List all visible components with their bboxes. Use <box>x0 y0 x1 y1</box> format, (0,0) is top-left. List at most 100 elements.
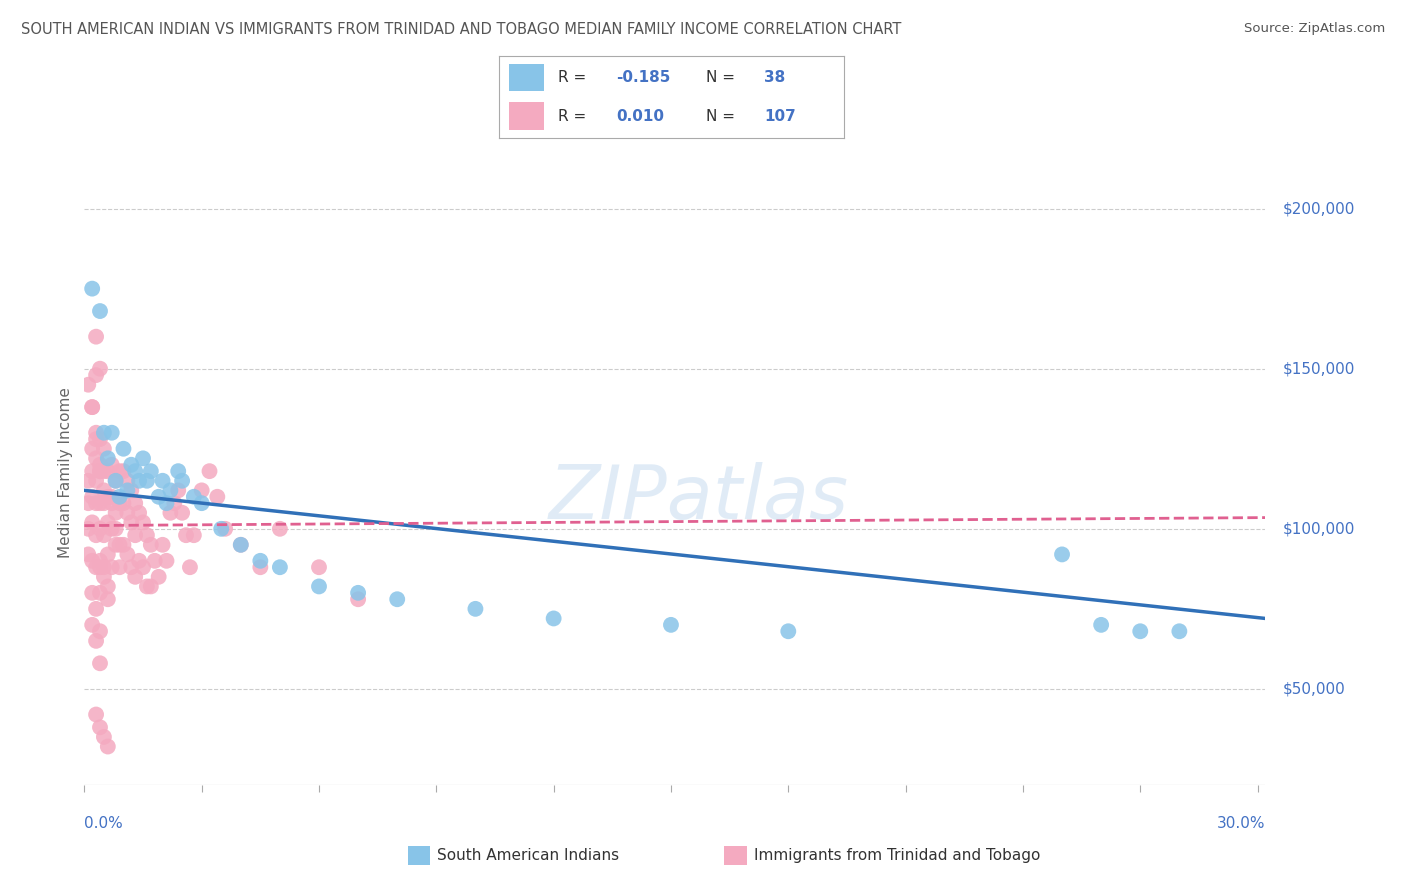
Point <box>89 304 111 318</box>
Point <box>183 528 205 542</box>
Point <box>1129 624 1152 639</box>
Point <box>136 474 159 488</box>
Point <box>148 490 170 504</box>
Point <box>1168 624 1191 639</box>
Point <box>778 624 800 639</box>
Point <box>82 400 104 414</box>
Point <box>207 490 229 504</box>
Point <box>84 633 107 648</box>
Point <box>97 579 120 593</box>
Text: $50,000: $50,000 <box>1284 681 1346 697</box>
Point <box>97 451 120 466</box>
Point <box>77 522 100 536</box>
Point <box>124 464 146 478</box>
Point <box>104 474 127 488</box>
Point <box>136 528 159 542</box>
Point <box>104 538 127 552</box>
Point <box>104 522 127 536</box>
Point <box>112 464 135 478</box>
Point <box>97 490 120 504</box>
Point <box>1050 548 1073 562</box>
Point <box>155 554 177 568</box>
Point <box>139 538 162 552</box>
Point <box>159 483 181 498</box>
Point <box>198 464 221 478</box>
Point <box>163 496 186 510</box>
Point <box>89 586 111 600</box>
Point <box>77 474 100 488</box>
Point <box>183 490 205 504</box>
Text: -0.185: -0.185 <box>616 70 671 85</box>
Point <box>108 464 131 478</box>
Text: N =: N = <box>706 109 740 124</box>
Point <box>152 474 174 488</box>
Text: ZIPatlas: ZIPatlas <box>548 462 849 533</box>
Text: $150,000: $150,000 <box>1284 361 1355 376</box>
Point <box>84 707 107 722</box>
Point <box>93 483 115 498</box>
Text: Immigrants from Trinidad and Tobago: Immigrants from Trinidad and Tobago <box>754 848 1040 863</box>
Point <box>100 425 122 440</box>
Point <box>82 400 104 414</box>
Point <box>117 548 139 562</box>
Text: N =: N = <box>706 70 740 85</box>
Point <box>97 592 120 607</box>
Point <box>249 560 271 574</box>
Point <box>108 490 131 504</box>
Point <box>159 506 181 520</box>
Point <box>128 474 150 488</box>
Point <box>97 464 120 478</box>
Point <box>93 425 115 440</box>
Point <box>82 618 104 632</box>
Point <box>82 516 104 530</box>
Point <box>82 586 104 600</box>
Text: 38: 38 <box>765 70 786 85</box>
Point <box>132 451 155 466</box>
Point <box>82 282 104 296</box>
Point <box>97 739 120 754</box>
Point <box>128 506 150 520</box>
Y-axis label: Median Family Income: Median Family Income <box>58 387 73 558</box>
Text: 30.0%: 30.0% <box>1218 815 1265 830</box>
Point <box>120 516 142 530</box>
Point <box>347 586 370 600</box>
Point <box>104 474 127 488</box>
Text: R =: R = <box>558 109 591 124</box>
Point <box>93 442 115 456</box>
Point <box>84 496 107 510</box>
Text: 0.010: 0.010 <box>616 109 664 124</box>
Point <box>214 522 236 536</box>
Point <box>89 361 111 376</box>
Point <box>77 548 100 562</box>
Point <box>82 554 104 568</box>
Point <box>143 554 166 568</box>
Point <box>117 483 139 498</box>
Point <box>174 528 197 542</box>
Point <box>93 560 115 574</box>
Point <box>108 560 131 574</box>
Point <box>387 592 409 607</box>
Point <box>89 432 111 446</box>
Point <box>97 516 120 530</box>
Point <box>269 560 291 574</box>
Point <box>124 496 146 510</box>
Text: 107: 107 <box>765 109 796 124</box>
Point <box>89 458 111 472</box>
Point <box>308 560 330 574</box>
Text: $200,000: $200,000 <box>1284 201 1355 216</box>
Point <box>89 624 111 639</box>
Point <box>89 657 111 671</box>
Point <box>120 458 142 472</box>
Point <box>100 496 122 510</box>
Point <box>93 464 115 478</box>
Point <box>100 490 122 504</box>
Point <box>117 474 139 488</box>
Text: SOUTH AMERICAN INDIAN VS IMMIGRANTS FROM TRINIDAD AND TOBAGO MEDIAN FAMILY INCOM: SOUTH AMERICAN INDIAN VS IMMIGRANTS FROM… <box>21 22 901 37</box>
Point <box>84 602 107 616</box>
Text: $100,000: $100,000 <box>1284 521 1355 536</box>
Point <box>155 496 177 510</box>
Point <box>659 618 682 632</box>
Point <box>229 538 252 552</box>
Point <box>84 329 107 343</box>
Point <box>209 522 232 536</box>
